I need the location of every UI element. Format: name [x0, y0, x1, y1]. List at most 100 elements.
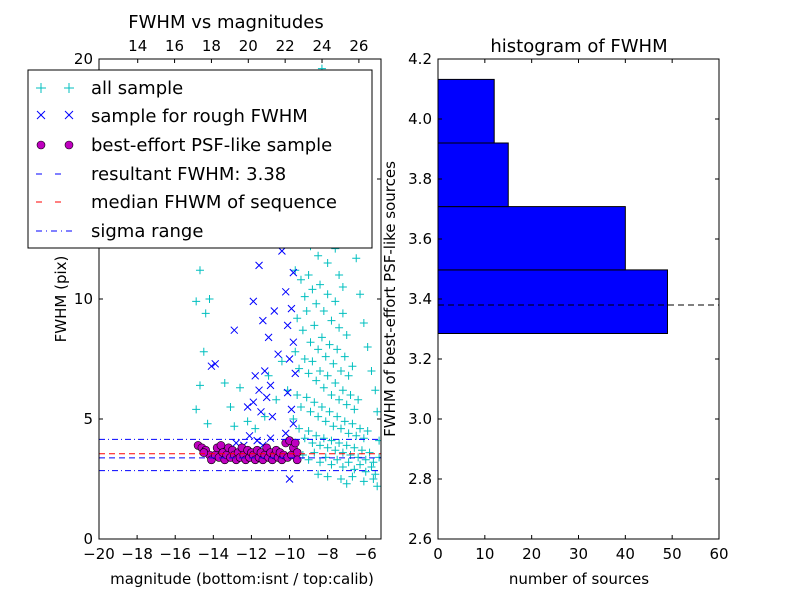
- data-point: [249, 398, 258, 407]
- data-point: [199, 347, 208, 356]
- data-point: [304, 369, 313, 378]
- legend-label-resultant-fwhm: resultant FWHM: 3.38: [91, 164, 286, 185]
- left-x-axis-label: magnitude (bottom:isnt / top:calib): [110, 570, 374, 588]
- legend-label-psf-like: best-effort PSF-like sample: [91, 135, 332, 156]
- data-point: [373, 407, 381, 416]
- data-point: [354, 395, 363, 404]
- data-point: [361, 455, 370, 464]
- x-tick-label: −10: [274, 545, 306, 563]
- data-point: [295, 424, 304, 433]
- data-point: [308, 357, 317, 366]
- right-x-axis-label: number of sources: [509, 570, 649, 588]
- data-point: [375, 436, 381, 445]
- data-point: [277, 357, 286, 366]
- data-point: [266, 381, 275, 390]
- data-point: [317, 333, 326, 342]
- data-point: [331, 379, 340, 387]
- data-point: [293, 391, 302, 399]
- x-tick-label: −18: [121, 545, 153, 563]
- data-point: [317, 403, 326, 411]
- x-tick-label: 40: [616, 545, 635, 563]
- data-point: [304, 271, 313, 279]
- data-point: [302, 393, 311, 402]
- fwhm-vs-magnitude-chart: −20 −18 −16 −14 −12 −10 −8 −6 14 16 18 20 22 24 26 0 5 10…: [27, 12, 382, 588]
- legend-box: [27, 69, 373, 249]
- data-point: [308, 285, 317, 294]
- data-point: [369, 458, 378, 467]
- data-point: [243, 403, 252, 411]
- data-point: [327, 460, 336, 469]
- data-point: [295, 364, 304, 373]
- data-point: [257, 407, 265, 416]
- data-point: [350, 465, 359, 474]
- data-point: [329, 359, 338, 368]
- data-point: [338, 309, 347, 318]
- data-point: [236, 383, 244, 392]
- y-tick-label: 4.0: [408, 110, 432, 128]
- data-point: [323, 259, 332, 267]
- data-point: [201, 309, 210, 318]
- data-point: [344, 458, 353, 467]
- data-point: [306, 407, 315, 416]
- top-x-tick-label: 26: [349, 37, 368, 55]
- data-point: [333, 455, 342, 464]
- data-point: [359, 319, 368, 327]
- data-point: [195, 381, 204, 390]
- data-point: [291, 347, 300, 356]
- data-point: [335, 271, 344, 279]
- data-point: [363, 427, 372, 435]
- legend-label-all-sample: all sample: [91, 78, 183, 99]
- data-point: [211, 359, 220, 368]
- data-point: [319, 434, 328, 443]
- data-point: [287, 304, 296, 313]
- data-point: [304, 455, 313, 464]
- data-point: [245, 431, 254, 440]
- right-chart-title: histogram of FWHM: [490, 36, 667, 57]
- data-point: [298, 326, 307, 335]
- x-tick-label: −8: [317, 545, 339, 563]
- data-point: [327, 391, 336, 399]
- data-point: [192, 297, 201, 306]
- data-point: [302, 307, 311, 315]
- histogram-bar: [437, 269, 668, 334]
- data-point: [344, 429, 353, 438]
- data-point: [205, 295, 214, 303]
- data-point: [310, 398, 319, 407]
- x-tick-label: −14: [197, 545, 229, 563]
- data-point: [338, 448, 347, 457]
- data-point: [316, 458, 325, 467]
- data-point: [325, 407, 334, 416]
- x-tick-label: −16: [159, 545, 191, 563]
- data-point: [331, 446, 340, 455]
- data-point: [312, 299, 321, 308]
- data-point: [281, 429, 290, 438]
- data-point: [207, 362, 216, 371]
- data-point: [316, 280, 325, 289]
- data-point: [314, 251, 323, 260]
- data-point: [319, 307, 328, 315]
- data-point: [300, 355, 309, 363]
- data-point: [292, 448, 302, 457]
- data-point: [264, 371, 273, 380]
- data-point: [300, 434, 309, 443]
- data-point: [329, 422, 338, 431]
- data-point: [310, 448, 319, 457]
- data-point: [342, 400, 351, 409]
- data-point: [321, 417, 330, 426]
- data-point: [283, 321, 292, 330]
- data-point: [338, 386, 347, 395]
- data-point: [310, 321, 319, 330]
- data-point: [344, 371, 353, 380]
- data-point: [278, 247, 286, 255]
- fwhm-histogram-chart: 0 10 20 30 40 50 60 2.6 2.8 3.0 3.2 3.4 3.6 3.8 4.0 4.2…: [381, 36, 729, 588]
- data-point: [230, 326, 239, 335]
- data-point: [260, 367, 269, 375]
- data-point: [251, 371, 260, 380]
- x-tick-label: −12: [236, 545, 268, 563]
- data-point: [216, 441, 226, 450]
- data-point: [260, 412, 269, 421]
- data-point: [314, 470, 323, 479]
- data-point: [369, 475, 378, 483]
- data-point: [266, 434, 275, 443]
